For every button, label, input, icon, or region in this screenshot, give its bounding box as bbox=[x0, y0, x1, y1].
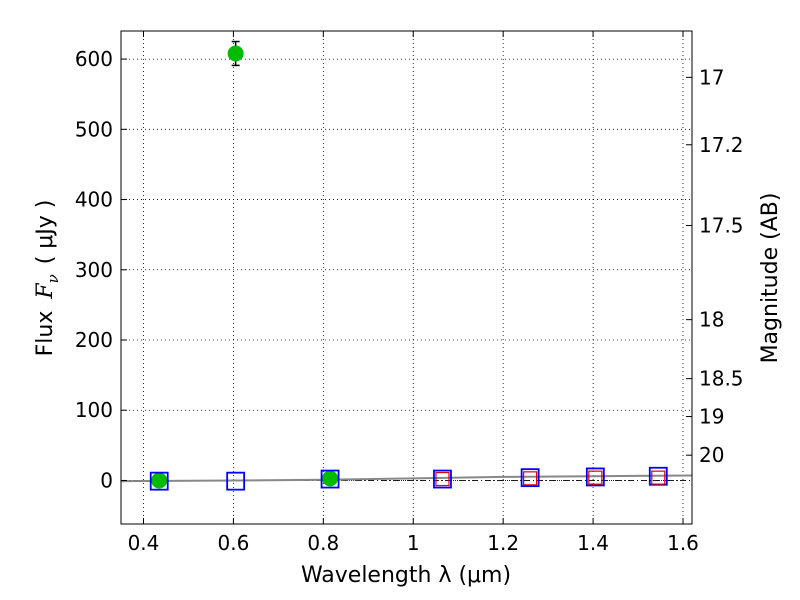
y-tick-label: 500 bbox=[75, 117, 113, 141]
data-point-square bbox=[523, 471, 538, 486]
data-point-square bbox=[651, 470, 666, 485]
y2-tick-label: 20 bbox=[699, 443, 724, 467]
x-tick-label: 1.2 bbox=[487, 531, 519, 555]
data-point-square bbox=[149, 471, 169, 491]
y-axis-title-prefix: Flux bbox=[33, 311, 58, 357]
x-axis-title: Wavelength λ (μm) bbox=[301, 563, 511, 588]
y-tick-label: 400 bbox=[75, 188, 113, 212]
y2-tick-label: 17.5 bbox=[699, 214, 744, 238]
y-axis-title-symbol: F bbox=[33, 283, 58, 300]
y-tick-label: 300 bbox=[75, 258, 113, 282]
data-point-circle bbox=[151, 472, 168, 489]
y-tick-label: 600 bbox=[75, 47, 113, 71]
data-markers bbox=[149, 40, 668, 491]
y2-tick-label: 19 bbox=[699, 405, 724, 429]
data-point-square bbox=[320, 469, 340, 489]
y-axis-left: 0 100 200 300 400 500 600 bbox=[75, 47, 127, 492]
data-point-square bbox=[588, 470, 603, 485]
y-tick-label: 100 bbox=[75, 398, 113, 422]
y-axis-title: Flux Fν ( μJy ) bbox=[33, 200, 62, 357]
plot-frame bbox=[120, 30, 693, 525]
y2-tick-label: 17.2 bbox=[699, 133, 744, 157]
grid-lines bbox=[121, 31, 692, 524]
y2-axis-title: Magnitude (AB) bbox=[758, 193, 783, 364]
x-axis: 0.4 0.6 0.8 1 1.2 1.4 1.6 bbox=[128, 31, 699, 555]
x-tick-label: 0.6 bbox=[217, 531, 249, 555]
data-point-square bbox=[585, 467, 605, 487]
x-tick-label: 1 bbox=[407, 531, 420, 555]
x-tick-label: 1.4 bbox=[577, 531, 609, 555]
y-axis-title-subscript: ν bbox=[44, 274, 62, 283]
x-tick-label: 0.4 bbox=[128, 531, 160, 555]
data-point-square bbox=[435, 471, 450, 487]
x-tick-label: 1.6 bbox=[667, 531, 699, 555]
y-tick-label: 0 bbox=[100, 468, 113, 492]
data-point-square bbox=[520, 468, 540, 488]
data-point-circle bbox=[322, 470, 339, 487]
data-point-square bbox=[433, 469, 452, 489]
y-axis-right: 17 17.2 17.5 18 18.5 19 20 bbox=[686, 65, 744, 467]
y2-tick-label: 18 bbox=[699, 308, 724, 332]
model-curve-layer bbox=[120, 474, 693, 483]
x-tick-label: 0.8 bbox=[307, 531, 339, 555]
y-tick-label: 200 bbox=[75, 328, 113, 352]
y-axis-title-unit: ( μJy ) bbox=[33, 200, 58, 265]
data-point-circle bbox=[227, 45, 244, 62]
model-curve bbox=[120, 474, 693, 483]
y2-tick-label: 17 bbox=[699, 65, 724, 89]
data-point-square bbox=[226, 471, 246, 491]
y2-tick-label: 18.5 bbox=[699, 367, 744, 391]
